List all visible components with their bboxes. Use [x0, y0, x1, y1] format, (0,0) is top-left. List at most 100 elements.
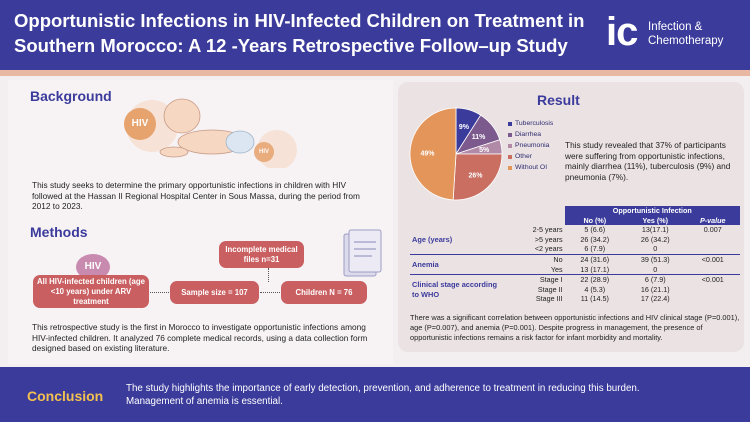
- table-group-label: Anemia: [410, 253, 502, 275]
- table-subgroup: >5 years: [534, 234, 563, 244]
- medical-file-icon: [343, 229, 382, 277]
- table-row: Stage II 4 (5.3) 16 (21.1): [410, 285, 740, 295]
- journal-logo: ic: [606, 10, 638, 54]
- flow-arrow-2: [260, 292, 280, 293]
- header-accent-band: [0, 70, 750, 76]
- oi-pie-chart: 9%11% 5% 26% 49%: [409, 107, 503, 201]
- table-cell-no: 6 (7.9): [584, 244, 606, 254]
- flow-box-final-sample: Children N = 76: [281, 281, 367, 304]
- table-row: Stage III 11 (14.5) 17 (22.4): [410, 294, 740, 304]
- hiv-virus-small-icon: HIV: [254, 142, 274, 162]
- table-cell-yes: 0: [653, 264, 658, 274]
- table-subgroup: <2 years: [534, 244, 563, 254]
- flow-box-population: All HIV-infected children (age <10 years…: [33, 275, 149, 308]
- legend-label: Diarrhea: [515, 131, 542, 138]
- legend-swatch: [508, 121, 512, 126]
- legend-entry: Tuberculosis: [508, 118, 553, 129]
- journal-name-line1: Infection &: [648, 21, 703, 33]
- table-subgroup: Stage II: [537, 284, 563, 294]
- flow-arrow-3: [268, 268, 269, 282]
- legend-swatch: [508, 143, 512, 148]
- table-cell-yes: 16 (21.1): [640, 284, 670, 294]
- result-heading: Result: [537, 92, 580, 108]
- legend-label: Pneumonia: [515, 142, 550, 149]
- left-panel: [8, 80, 393, 364]
- conclusion-heading: Conclusion: [27, 388, 104, 404]
- table-row: Anemia No 24 (31.6) 39 (51.3) <0.001: [410, 253, 740, 275]
- pie-legend: Tuberculosis Diarrhea Pneumonia Other Withou…: [508, 118, 553, 173]
- table-cell-yes: 39 (51.3): [625, 253, 686, 265]
- table-group-label: Clinical stage according to WHO: [410, 274, 502, 304]
- table-col-no: No (%): [564, 215, 626, 226]
- table-group-label: Age (years): [412, 234, 453, 244]
- table-row: Yes 13 (17.1) 0: [410, 265, 740, 275]
- pie-data-label: 5%: [479, 147, 490, 154]
- legend-swatch: [508, 154, 512, 159]
- table-cell-p: [685, 265, 740, 275]
- table-subgroup: Yes: [550, 264, 563, 274]
- methods-heading: Methods: [30, 224, 88, 240]
- legend-label: Without OI: [515, 164, 548, 171]
- poster-title: Opportunistic Infections in HIV-Infected…: [14, 10, 585, 56]
- legend-entry: Without OI: [508, 162, 553, 173]
- table-row: Clinical stage according to WHO Stage I 22…: [410, 274, 740, 304]
- table-cell-yes: 13(17.1): [641, 225, 669, 235]
- legend-entry: Pneumonia: [508, 140, 553, 151]
- flow-box-incomplete: Incomplete medical files n=31: [219, 241, 304, 268]
- table-cell-yes: 26 (34.2): [640, 234, 670, 244]
- pie-slice: [452, 153, 503, 201]
- pie-data-label: 26%: [469, 172, 484, 179]
- conclusion-text: The study highlights the importance of e…: [126, 383, 640, 407]
- flow-arrow-1: [150, 292, 169, 293]
- legend-label: Tuberculosis: [515, 120, 554, 127]
- pie-data-label: 11%: [472, 134, 486, 141]
- legend-swatch: [508, 165, 512, 170]
- result-summary: This study revealed that 37% of particip…: [565, 140, 731, 182]
- hiv-virus-icon: HIV: [124, 108, 156, 140]
- table-cell-p: [685, 244, 740, 254]
- header-banner: [0, 0, 750, 70]
- background-heading: Background: [30, 88, 112, 104]
- legend-label: Other: [515, 153, 532, 160]
- table-row: Age (years) 2-5 years 5 (6.6) 13(17.1) 0.007: [410, 225, 740, 243]
- conclusion-banner: [0, 367, 750, 422]
- table-cell-yes: 0: [653, 244, 658, 254]
- journal-name-line2: Chemotherapy: [648, 35, 724, 47]
- methods-text: This retrospective study is the first in…: [32, 322, 368, 354]
- flow-box-sample-size: Sample size = 107: [170, 281, 259, 304]
- background-text: This study seeks to determine the primar…: [32, 180, 360, 212]
- table-cell-p: [685, 235, 740, 245]
- legend-entry: Other: [508, 151, 553, 162]
- table-row: >5 years 26 (34.2) 26 (34.2): [410, 235, 740, 245]
- legend-entry: Diarrhea: [508, 129, 553, 140]
- table-col-yes: Yes (%): [625, 215, 686, 226]
- table-cell-no: 13 (17.1): [580, 264, 610, 274]
- table-col-p: P-value: [685, 215, 740, 226]
- table-cell-no: 11 (14.5): [580, 294, 609, 304]
- table-subgroup: No: [502, 253, 565, 265]
- table-row: <2 years 6 (7.9) 0: [410, 244, 740, 254]
- pie-data-label: 49%: [420, 151, 435, 158]
- table-cell-no: 24 (31.6): [564, 253, 626, 265]
- table-cell-p: <0.001: [685, 274, 740, 285]
- pie-data-label: 9%: [459, 124, 470, 131]
- table-cell-no: 22 (28.9): [564, 274, 626, 285]
- table-subgroup: Stage I: [502, 274, 565, 285]
- table-cell-p: <0.001: [685, 253, 740, 265]
- table-cell-p: [685, 285, 740, 295]
- journal-name: Infection & Chemotherapy: [648, 20, 723, 48]
- table-subgroup: 2-5 years: [532, 225, 563, 235]
- table-cell-no: 5 (6.6): [584, 225, 606, 235]
- pie-slice: [409, 107, 457, 201]
- table-cell-no: 26 (34.2): [580, 234, 610, 244]
- table-cell-p: 0.007: [703, 225, 722, 235]
- table-cell-yes: 6 (7.9): [625, 274, 686, 285]
- table-cell-p: [685, 294, 740, 304]
- results-table: Opportunistic Infection No (%) Yes (%) P…: [410, 206, 740, 304]
- result-footnote: There was a significant correlation betw…: [410, 313, 740, 342]
- table-cell-yes: 17 (22.4): [640, 294, 670, 304]
- table-cell-no: 4 (5.3): [584, 284, 606, 294]
- table-group-header: Opportunistic Infection: [564, 206, 740, 216]
- table-subgroup: Stage III: [535, 294, 563, 304]
- legend-swatch: [508, 132, 512, 137]
